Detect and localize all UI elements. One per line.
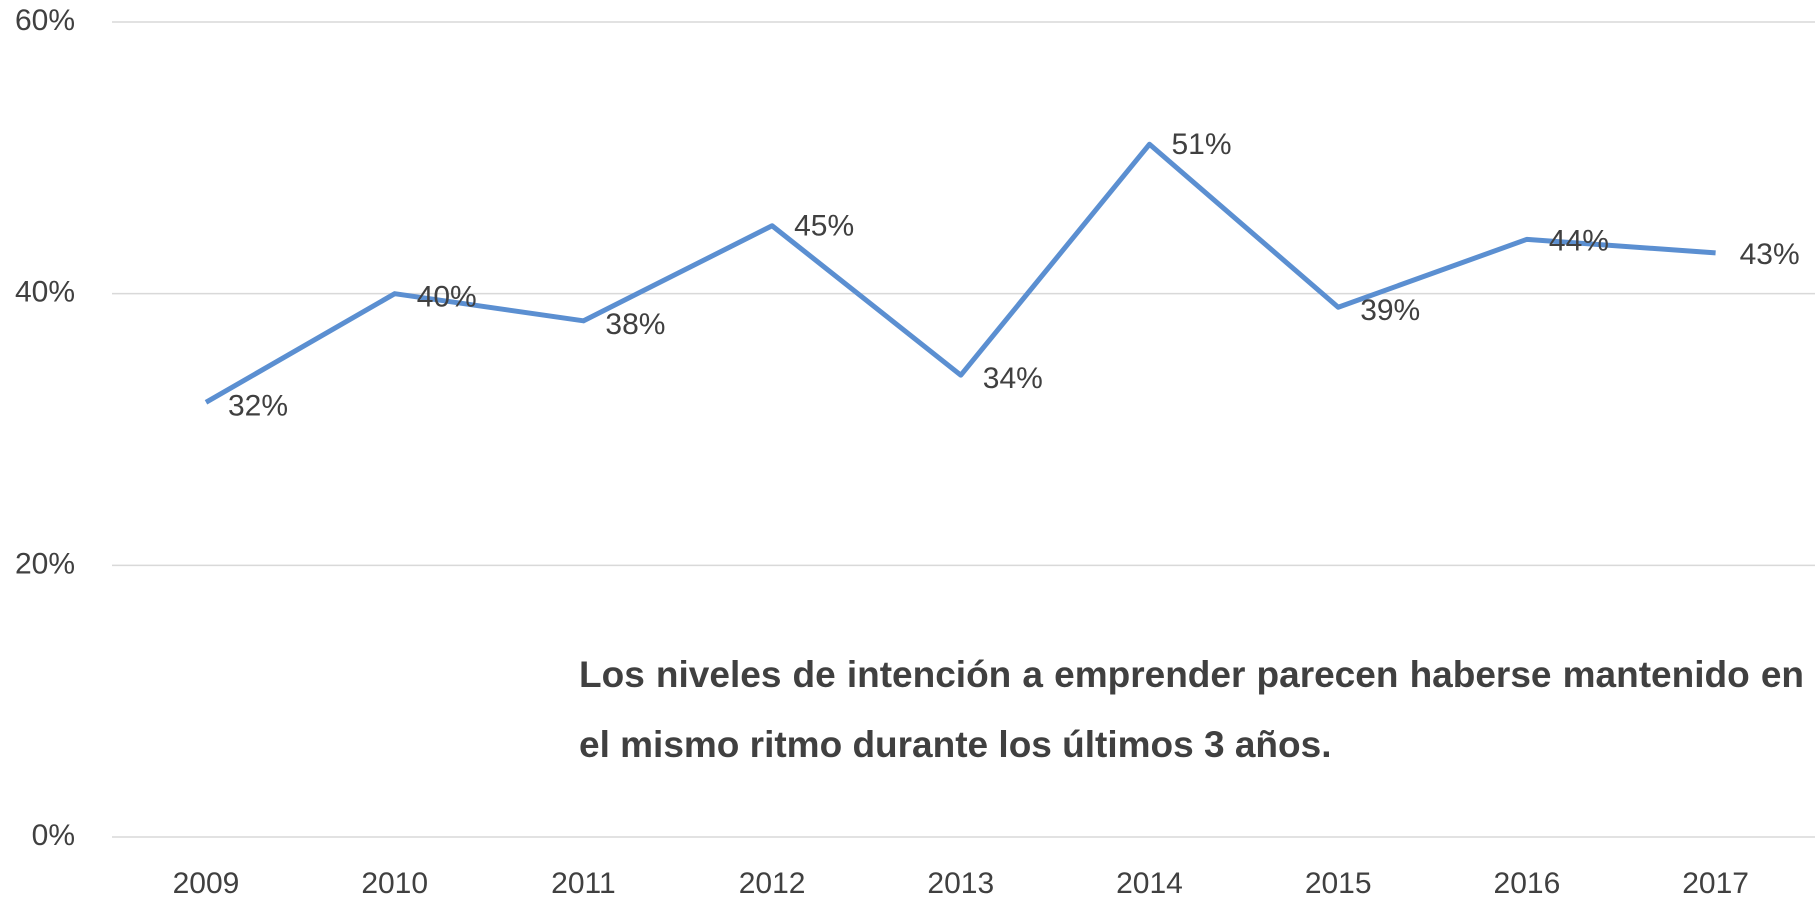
data-label: 51%	[1172, 128, 1232, 161]
y-tick-label: 40%	[15, 276, 75, 309]
line	[204, 141, 1716, 405]
x-tick-label: 2009	[173, 867, 240, 900]
data-label: 40%	[417, 281, 477, 314]
y-tick-label: 20%	[15, 547, 75, 580]
data-label: 43%	[1740, 238, 1800, 271]
x-tick-label: 2013	[927, 867, 994, 900]
x-tick-label: 2017	[1682, 867, 1749, 900]
x-tick-label: 2012	[739, 867, 806, 900]
x-tick-label: 2011	[551, 867, 616, 900]
annotation: Los niveles de intención a emprender par…	[579, 654, 1804, 765]
data-label: 39%	[1360, 294, 1420, 327]
data-label: 38%	[605, 308, 665, 341]
y-tick-label: 60%	[15, 4, 75, 37]
data-label: 45%	[794, 210, 854, 243]
x-tick-label: 2015	[1305, 867, 1372, 900]
x-tick-label: 2010	[361, 867, 428, 900]
data-label: 44%	[1549, 224, 1609, 257]
x-tick-label: 2014	[1116, 867, 1183, 900]
x-tick-label: 2016	[1494, 867, 1561, 900]
data-label: 34%	[983, 362, 1043, 395]
y-tick-label: 0%	[32, 819, 75, 852]
data-label: 32%	[228, 389, 288, 422]
